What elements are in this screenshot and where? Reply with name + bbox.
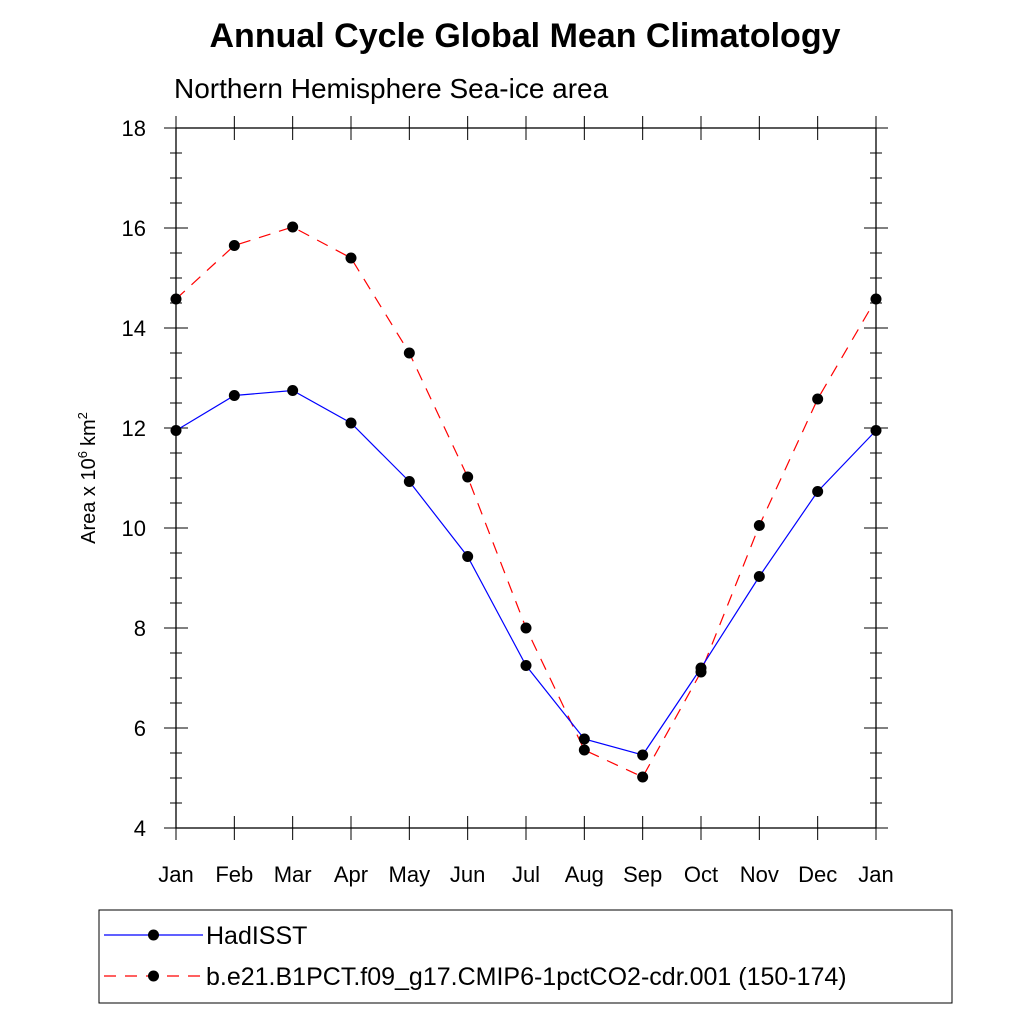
y-axis-label: Area x 106 km2 bbox=[75, 412, 100, 544]
data-point-series-0 bbox=[345, 417, 357, 429]
data-point-series-0 bbox=[170, 425, 182, 436]
y-tick-label: 4 bbox=[134, 816, 146, 841]
data-point-series-0 bbox=[637, 749, 649, 761]
legend-label-model: b.e21.B1PCT.f09_g17.CMIP6-1pctCO2-cdr.00… bbox=[206, 963, 847, 991]
data-point-series-1 bbox=[695, 666, 707, 678]
y-tick-label: 10 bbox=[122, 516, 146, 541]
data-point-series-0 bbox=[228, 390, 240, 401]
legend: HadISST b.e21.B1PCT.f09_g17.CMIP6-1pctCO… bbox=[98, 909, 953, 1004]
data-point-series-1 bbox=[462, 471, 474, 483]
axis-ticks bbox=[164, 116, 888, 840]
data-point-series-1 bbox=[170, 293, 182, 305]
data-point-series-1 bbox=[520, 622, 532, 634]
y-axis-label-unit-exponent: 2 bbox=[75, 412, 90, 419]
y-axis-labels: 4 6 8 10 12 14 16 18 bbox=[122, 116, 146, 841]
data-point-series-0 bbox=[403, 476, 415, 487]
x-axis-labels: Jan Feb Mar Apr May Jun Jul Aug Sep Oct Nov Dec Jan bbox=[158, 862, 893, 887]
series-markers bbox=[170, 221, 882, 783]
chart-subtitle: Northern Hemisphere Sea-ice area bbox=[174, 73, 609, 104]
data-point-series-1 bbox=[870, 293, 882, 305]
data-point-series-0 bbox=[287, 385, 299, 396]
x-tick-label: Sep bbox=[623, 862, 662, 887]
legend-marker-model bbox=[148, 970, 159, 982]
y-axis-label-unit: km bbox=[78, 419, 100, 446]
data-point-series-1 bbox=[228, 240, 240, 251]
data-point-series-1 bbox=[578, 744, 590, 756]
series-line-1 bbox=[175, 226, 877, 778]
data-point-series-0 bbox=[753, 571, 765, 582]
x-tick-label: Mar bbox=[274, 862, 312, 887]
x-tick-label: Feb bbox=[215, 862, 253, 887]
series-lines bbox=[175, 226, 877, 778]
data-point-series-1 bbox=[812, 393, 824, 405]
legend-box bbox=[98, 909, 953, 1004]
y-axis-label-exponent: 6 bbox=[75, 451, 90, 458]
y-tick-label: 16 bbox=[122, 216, 146, 241]
data-point-series-0 bbox=[462, 551, 474, 562]
plot-frame bbox=[175, 127, 877, 829]
x-tick-label: Jan bbox=[158, 862, 193, 887]
x-tick-label: Apr bbox=[334, 862, 368, 887]
data-point-series-1 bbox=[345, 252, 357, 264]
data-point-series-0 bbox=[812, 486, 824, 497]
x-tick-label: Jan bbox=[858, 862, 893, 887]
y-tick-label: 8 bbox=[134, 616, 146, 641]
data-point-series-1 bbox=[637, 771, 649, 783]
x-tick-label: Dec bbox=[798, 862, 837, 887]
x-tick-label: Aug bbox=[565, 862, 604, 887]
y-tick-label: 14 bbox=[122, 316, 146, 341]
data-point-series-0 bbox=[578, 733, 590, 745]
x-tick-label: Jul bbox=[512, 862, 540, 887]
legend-label-hadisst: HadISST bbox=[206, 922, 307, 950]
y-axis-label-main: Area x 10 bbox=[78, 458, 100, 544]
chart-title: Annual Cycle Global Mean Climatology bbox=[210, 17, 841, 55]
y-tick-label: 6 bbox=[134, 716, 146, 741]
x-tick-label: May bbox=[389, 862, 431, 887]
data-point-series-1 bbox=[753, 520, 765, 531]
x-tick-label: Oct bbox=[684, 862, 718, 887]
data-point-series-1 bbox=[403, 347, 415, 359]
data-point-series-0 bbox=[520, 660, 532, 671]
y-tick-label: 18 bbox=[122, 116, 146, 141]
x-tick-label: Jun bbox=[450, 862, 485, 887]
y-tick-label: 12 bbox=[122, 416, 146, 441]
series-line-0 bbox=[175, 389, 877, 756]
data-point-series-0 bbox=[870, 425, 882, 436]
legend-marker-hadisst bbox=[148, 929, 159, 941]
data-point-series-1 bbox=[287, 221, 299, 233]
x-tick-label: Nov bbox=[740, 862, 779, 887]
